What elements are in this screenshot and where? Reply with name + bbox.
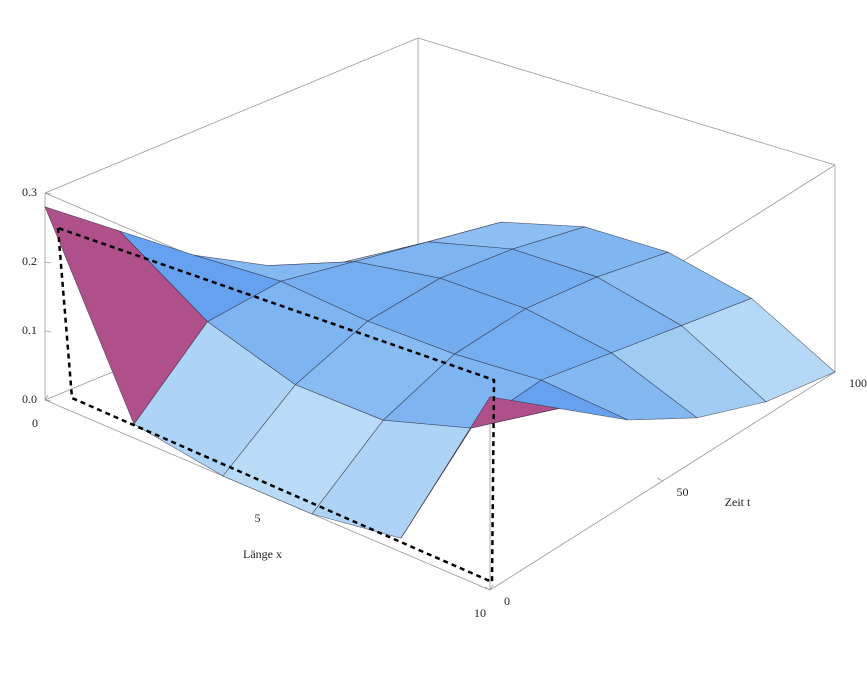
box-edge (44, 37, 419, 194)
bounding-box (44, 37, 836, 591)
z-tick (44, 330, 52, 333)
initial-condition-outline (56, 226, 496, 584)
z-tick (44, 192, 52, 195)
y-axis-label: Zeit t (725, 495, 751, 509)
z-tick-label: 0.0 (22, 392, 37, 406)
z-tick-label: 0.2 (22, 254, 37, 268)
x-tick (44, 394, 49, 401)
x-tick-label: 5 (255, 511, 261, 525)
y-tick-label: 50 (677, 485, 689, 499)
surface (44, 206, 836, 539)
z-tick-label: 0.3 (22, 185, 37, 199)
box-edge (417, 37, 836, 166)
x-axis-label: Länge x (243, 547, 282, 561)
surface-patch (400, 396, 560, 539)
x-tick (489, 584, 494, 591)
z-tick (44, 261, 52, 264)
x-tick-label: 0 (32, 416, 38, 430)
y-tick-label: 0 (504, 594, 510, 608)
x-tick-label: 10 (474, 606, 486, 620)
y-tick-label: 100 (849, 376, 867, 390)
z-tick (44, 399, 52, 402)
y-tick (484, 586, 491, 591)
y-tick (657, 477, 663, 482)
z-tick-label: 0.1 (22, 323, 37, 337)
